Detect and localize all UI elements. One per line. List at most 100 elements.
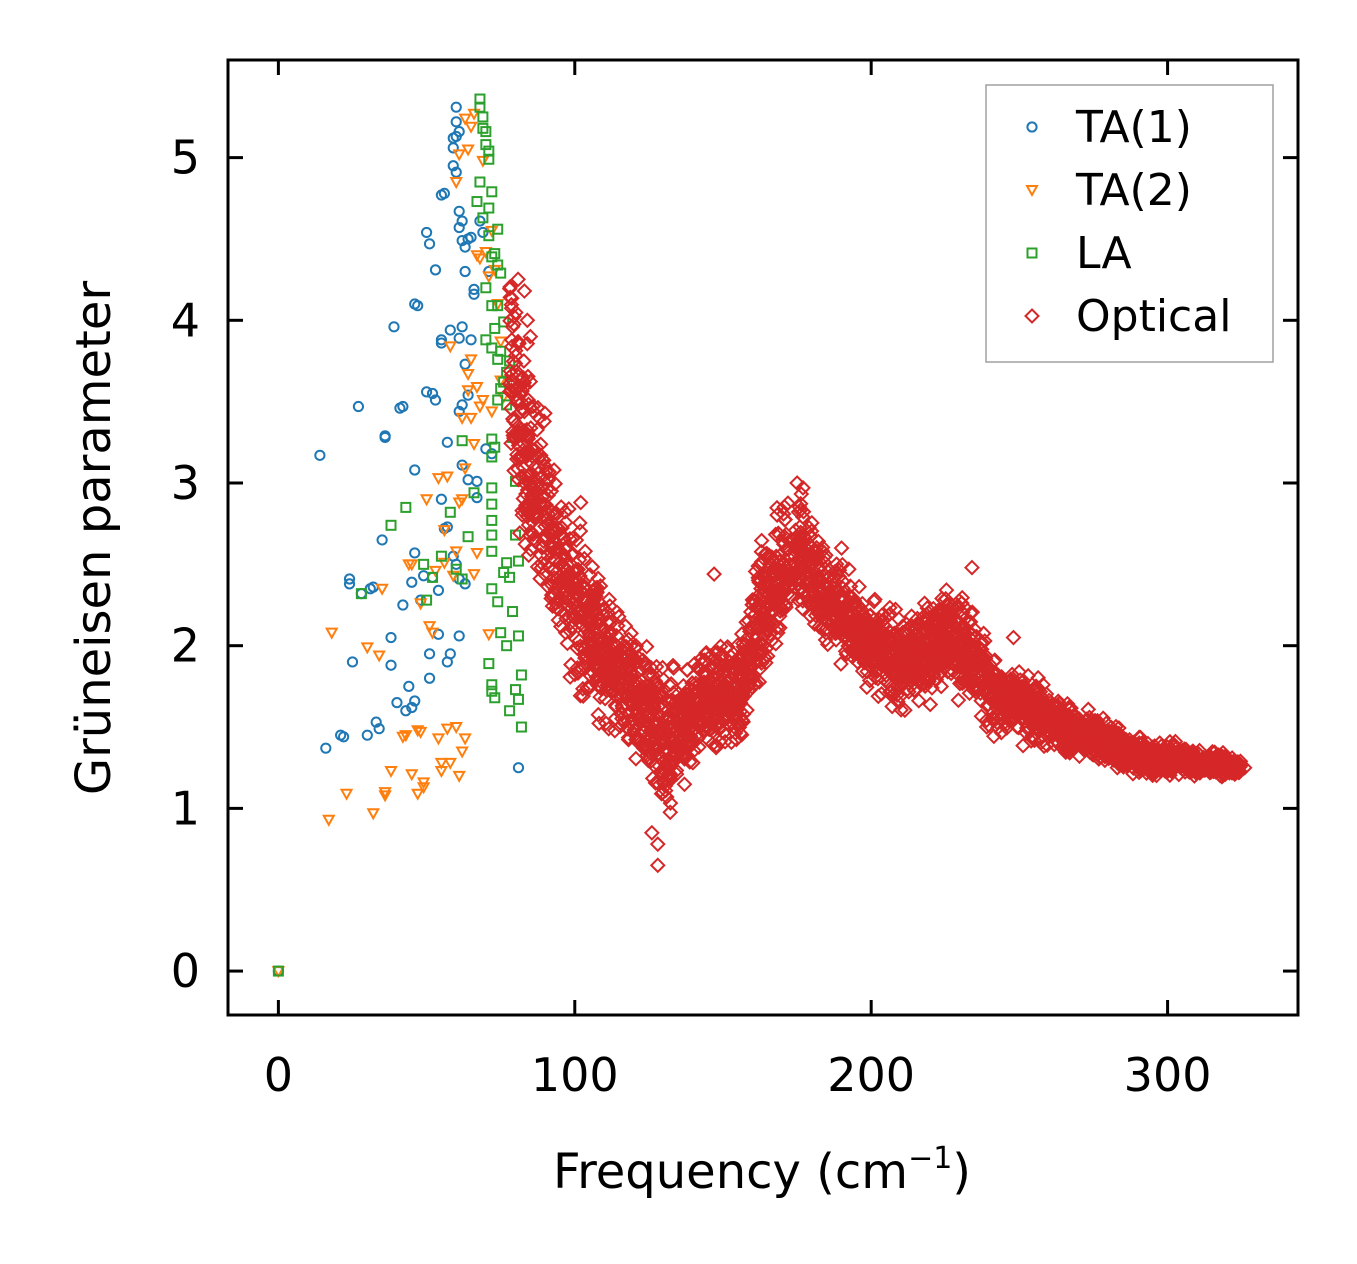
x-tick-label: 0 [264, 1048, 293, 1102]
data-point [504, 571, 516, 583]
data-point [725, 661, 742, 678]
legend-label: Optical [1076, 291, 1231, 342]
data-point [558, 589, 575, 606]
data-point [788, 566, 804, 582]
data-point [520, 427, 537, 444]
data-point [908, 650, 925, 667]
data-point [543, 587, 560, 604]
data-point [891, 669, 908, 686]
data-point [633, 733, 650, 750]
data-point [939, 650, 956, 667]
data-point [1052, 712, 1069, 728]
data-point [794, 509, 811, 525]
data-point [893, 637, 910, 654]
data-point [940, 608, 957, 625]
data-point [314, 449, 326, 461]
data-point [471, 196, 483, 208]
plot-area [271, 93, 1253, 979]
data-point [489, 441, 501, 453]
data-point [1036, 738, 1052, 755]
data-point [343, 578, 356, 590]
series-ta-2- [271, 108, 511, 979]
data-point [750, 572, 767, 589]
data-point [775, 579, 792, 596]
data-point [1092, 724, 1109, 741]
data-point [858, 637, 875, 654]
x-axis-title: Frequency (cm−1) [553, 1141, 971, 1200]
data-point [649, 857, 666, 874]
data-point [1080, 701, 1097, 718]
data-point [924, 679, 940, 696]
data-point [591, 594, 608, 611]
data-point [663, 729, 680, 746]
data-point [654, 695, 670, 712]
data-point [461, 368, 475, 382]
data-point [801, 519, 818, 536]
data-point [861, 672, 878, 689]
series-optical [501, 271, 1253, 874]
data-point [449, 722, 463, 735]
y-tick-label: 2 [171, 619, 200, 673]
data-point [489, 692, 501, 704]
data-point [515, 721, 527, 733]
data-point [1115, 750, 1132, 767]
data-point [1027, 713, 1044, 730]
data-point [1191, 765, 1208, 781]
data-point [795, 503, 812, 520]
data-point [1047, 697, 1064, 714]
data-point [662, 804, 679, 821]
data-point [961, 670, 977, 687]
data-point [453, 630, 465, 642]
data-point [441, 436, 453, 448]
data-point [769, 507, 786, 523]
data-point [444, 648, 456, 660]
x-axis-title-superscript: −1 [908, 1141, 952, 1176]
data-point [1118, 731, 1135, 748]
data-point [582, 609, 599, 626]
data-point [572, 494, 589, 511]
data-point [768, 575, 785, 592]
data-point [574, 680, 591, 697]
data-point [536, 413, 553, 430]
x-tick-label: 100 [531, 1048, 619, 1102]
data-point [355, 588, 367, 600]
data-point [866, 611, 883, 628]
data-point [572, 660, 589, 677]
data-point [483, 153, 495, 165]
data-point [639, 691, 655, 708]
data-point [1061, 744, 1078, 761]
data-point [789, 575, 806, 592]
data-point [483, 658, 495, 670]
data-point [949, 644, 966, 660]
data-point [423, 238, 436, 250]
data-point [831, 568, 848, 585]
data-point [501, 557, 513, 569]
data-point [679, 747, 696, 764]
y-tick-label: 0 [171, 944, 200, 998]
data-point [1080, 716, 1097, 732]
data-point [512, 693, 524, 705]
data-point [587, 580, 604, 597]
data-point [702, 647, 719, 664]
data-point [934, 626, 950, 643]
data-point [1138, 750, 1154, 767]
data-point [665, 684, 682, 701]
data-point [577, 591, 594, 608]
data-point [568, 561, 585, 578]
data-point [1030, 682, 1047, 699]
data-point [598, 715, 614, 732]
data-point [687, 675, 704, 692]
data-point [708, 658, 725, 674]
legend-label: TA(2) [1075, 165, 1192, 216]
data-point [325, 627, 339, 640]
data-point [572, 523, 589, 540]
data-point [453, 205, 465, 217]
data-point [659, 713, 675, 729]
data-point [767, 635, 784, 652]
data-point [1005, 677, 1022, 694]
data-point [1034, 701, 1051, 718]
data-point [501, 280, 518, 297]
data-point [1094, 742, 1110, 759]
data-point [486, 498, 498, 510]
data-point [1139, 745, 1156, 762]
